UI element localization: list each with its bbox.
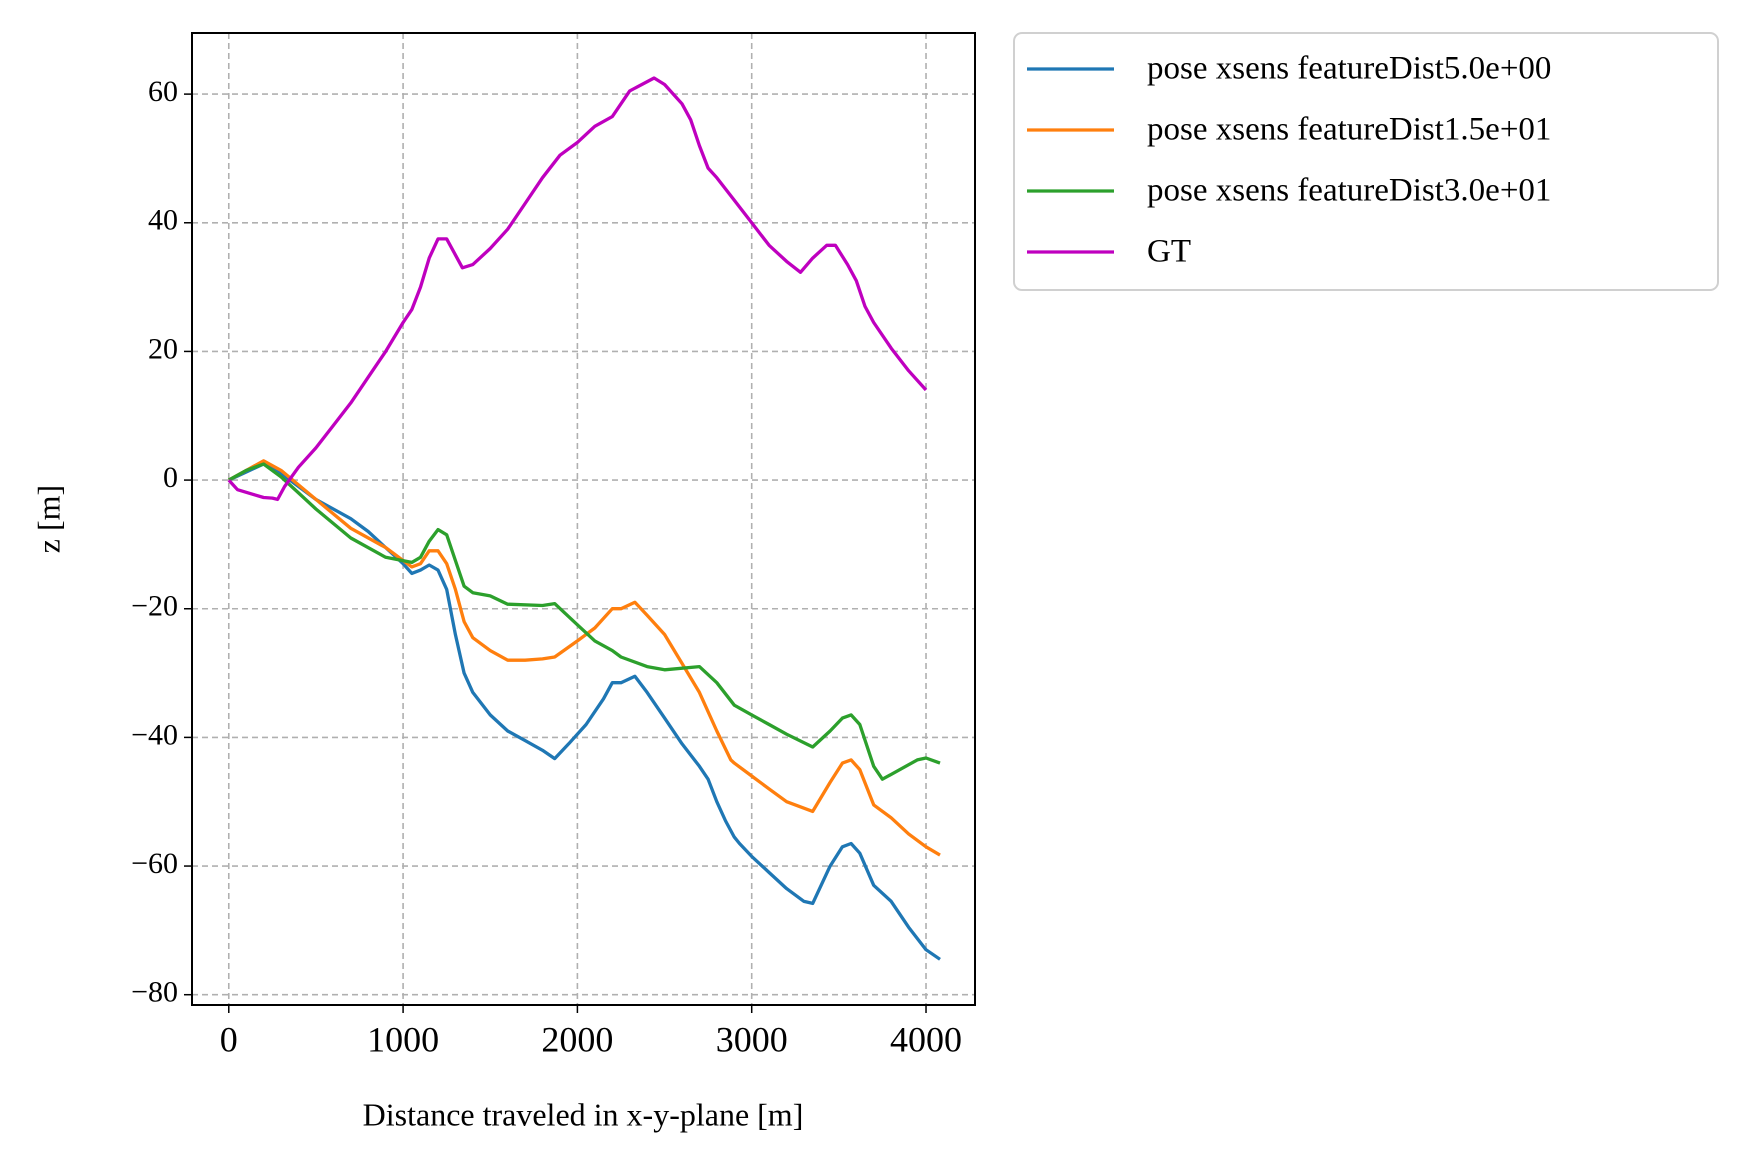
x-tick-label: 3000 [716,1019,788,1059]
y-tick-label: −40 [131,718,178,751]
x-tick-label: 4000 [890,1019,962,1059]
legend-label: pose xsens featureDist3.0e+01 [1147,173,1551,209]
y-tick-label: −80 [131,976,178,1009]
series-line [227,462,941,781]
series-line [227,76,928,502]
y-tick-label: −20 [131,590,178,623]
x-tick-label: 0 [220,1019,238,1059]
series-line [228,462,941,961]
series-line [227,459,941,857]
y-tick-label: 40 [148,204,178,237]
y-tick-label: 0 [163,461,178,494]
x-tick-label: 1000 [367,1019,439,1059]
y-tick-label: 60 [148,75,178,108]
x-tick-label: 2000 [541,1019,613,1059]
legend-label: pose xsens featureDist5.0e+00 [1147,51,1551,87]
x-axis-label: Distance traveled in x-y-plane [m] [363,1096,804,1132]
plot-frame [191,32,976,1006]
y-tick-label: 20 [148,332,178,365]
legend-label: GT [1147,234,1191,270]
y-axis-label: z [m] [30,485,66,553]
y-tick-label: −60 [131,847,178,880]
legend-label: pose xsens featureDist1.5e+01 [1147,112,1551,148]
legend-box [1013,32,1719,291]
